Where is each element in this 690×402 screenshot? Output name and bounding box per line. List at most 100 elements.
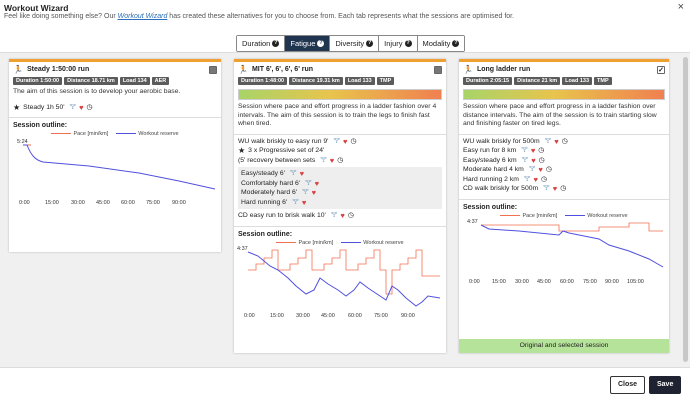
close-button[interactable]: Close <box>610 376 646 394</box>
tab-duration[interactable]: Duration? <box>237 36 286 51</box>
step-item: (5' recovery between sets 🝖 ♥ ◷ <box>238 155 344 165</box>
heart-icon: ♥ <box>554 136 559 146</box>
card-description: Session where pace and effort progress i… <box>238 103 437 127</box>
tab-modality[interactable]: Modality? <box>417 36 465 51</box>
load-badge: Load 134 <box>119 77 150 85</box>
interval-group: Easy/steady 6' 🝖 ♥ Comfortably hard 6' 🝖 ♥ M… <box>238 167 442 209</box>
pace-label: 4:37 <box>237 245 248 252</box>
help-icon: ? <box>452 40 460 47</box>
bottle-icon: 🝖 <box>290 170 297 177</box>
intensity-gradient-bar <box>238 89 442 100</box>
x-tick: 45:00 <box>537 278 551 285</box>
session-card-mit[interactable]: 🏃 MIT 6', 6', 6', 6' run Duration 1:48:0… <box>234 59 446 353</box>
scrollbar[interactable] <box>683 57 688 362</box>
intensity-gradient-bar <box>463 89 665 100</box>
runner-icon: 🏃 <box>463 65 473 74</box>
clock-icon: ◷ <box>337 156 344 164</box>
step-item: Moderate hard 4 km 🝖 ♥ ◷ <box>463 165 552 174</box>
select-checkbox[interactable]: ✓ <box>657 65 665 74</box>
step-item: Hard running 6' 🝖 ♥ <box>241 197 307 207</box>
runner-icon: 🏃 <box>238 65 248 74</box>
workout-wizard-link[interactable]: Workout Wizard <box>117 13 168 20</box>
star-icon: ★ <box>13 102 21 112</box>
x-tick: 15:00 <box>270 312 284 319</box>
session-outline-chart: 4:37 0:00 15:00 30:00 45:00 60:00 75:00 … <box>459 219 669 287</box>
distance-badge: Distance 19.31 km <box>289 77 343 85</box>
heart-icon: ♥ <box>301 197 307 207</box>
tab-fatigue[interactable]: Fatigue? <box>285 36 331 51</box>
chart-legend: Pace [min/km] Workout reserve <box>234 240 446 246</box>
step-item: ★ Steady 1h 50' 🝖 ♥ ◷ <box>13 102 93 112</box>
x-tick: 15:00 <box>45 200 59 206</box>
duration-badge: Duration 1:48:00 <box>238 77 288 85</box>
modal-title: Workout Wizard <box>4 3 69 13</box>
card-description: The aim of this session is to develop yo… <box>13 88 181 95</box>
pace-label: 4:37 <box>467 218 478 225</box>
step-item: WU walk briskly for 500m 🝖 ♥ ◷ <box>463 136 568 146</box>
tab-injury[interactable]: Injury? <box>379 36 418 51</box>
session-outline-label: Session outline: <box>13 122 68 129</box>
heart-icon: ♥ <box>79 102 84 112</box>
session-outline-chart: 4:37 0:00 15:00 30:00 45:00 60:00 75:00 … <box>234 246 446 321</box>
bottle-icon: 🝖 <box>320 156 327 164</box>
clock-icon: ◷ <box>540 175 548 183</box>
session-card-long-ladder[interactable]: 🏃 Long ladder run ✓ Duration 2:05:15 Dis… <box>459 59 669 353</box>
chart-legend: Pace [min/km] Workout reserve <box>459 213 669 219</box>
clock-icon: ◷ <box>347 212 354 219</box>
bottle-icon: 🝖 <box>521 156 529 164</box>
chart-legend: Pace [min/km] Workout reserve <box>9 131 221 137</box>
select-checkbox[interactable] <box>434 65 442 74</box>
clock-icon: ◷ <box>538 156 545 164</box>
tab-diversity[interactable]: Diversity? <box>330 36 380 51</box>
type-badge: AER <box>151 77 170 85</box>
x-tick: 90:00 <box>401 312 415 319</box>
duration-badge: Duration 1:50:00 <box>13 77 63 85</box>
card-description: Session where pace and effort progress i… <box>463 103 657 127</box>
select-checkbox[interactable] <box>209 65 217 74</box>
clock-icon: ◷ <box>560 185 567 192</box>
modal-footer: Close Save <box>0 369 690 402</box>
help-icon: ? <box>366 40 374 47</box>
bottle-icon: 🝖 <box>544 137 552 145</box>
x-tick: 0:00 <box>469 278 480 285</box>
x-tick: 60:00 <box>560 278 574 285</box>
help-icon: ? <box>272 40 280 47</box>
card-title: MIT 6', 6', 6', 6' run <box>251 66 314 73</box>
help-icon: ? <box>404 40 412 47</box>
bottle-icon: 🝖 <box>305 179 312 187</box>
bottle-icon: 🝖 <box>69 103 77 111</box>
heart-icon: ♥ <box>343 136 348 146</box>
x-tick: 30:00 <box>296 312 310 319</box>
heart-icon: ♥ <box>552 184 558 193</box>
step-item: Comfortably hard 6' 🝖 ♥ <box>241 178 320 188</box>
session-card-steady[interactable]: 🏃 Steady 1:50:00 run Duration 1:50:00 Di… <box>9 59 221 252</box>
x-tick: 30:00 <box>515 278 529 285</box>
step-item: ★ 3 x Progressive set of 24' <box>238 146 325 155</box>
x-tick: 45:00 <box>96 200 110 206</box>
bottle-icon: 🝖 <box>528 166 536 173</box>
step-item: Easy run for 8 km 🝖 ♥ ◷ <box>463 146 545 155</box>
close-icon[interactable]: × <box>677 1 684 13</box>
clock-icon: ◷ <box>561 137 568 145</box>
clock-icon: ◷ <box>545 166 552 173</box>
heart-icon: ♥ <box>340 211 345 220</box>
save-button[interactable]: Save <box>649 376 682 394</box>
x-tick: 90:00 <box>172 200 186 206</box>
heart-icon: ♥ <box>531 155 536 165</box>
x-tick: 0:00 <box>19 200 30 206</box>
heart-icon: ♥ <box>533 174 538 184</box>
clock-icon: ◷ <box>350 137 357 145</box>
heart-icon: ♥ <box>538 165 543 174</box>
x-tick: 75:00 <box>374 312 388 319</box>
session-outline-label: Session outline: <box>463 203 518 211</box>
optimisation-tabs: Duration? Fatigue? Diversity? Injury? Mo… <box>236 35 466 52</box>
step-item: CD easy run to brisk walk 10' 🝖 ♥ ◷ <box>238 211 354 220</box>
heart-icon: ♥ <box>314 178 320 188</box>
x-tick: 75:00 <box>146 200 160 206</box>
bottle-icon: 🝖 <box>333 137 340 145</box>
clock-icon: ◷ <box>538 147 545 154</box>
distance-badge: Distance 18.71 km <box>64 77 118 85</box>
pace-label: 5:24 <box>17 139 28 145</box>
step-item: CD walk briskly for 500m 🝖 ♥ ◷ <box>463 184 567 193</box>
